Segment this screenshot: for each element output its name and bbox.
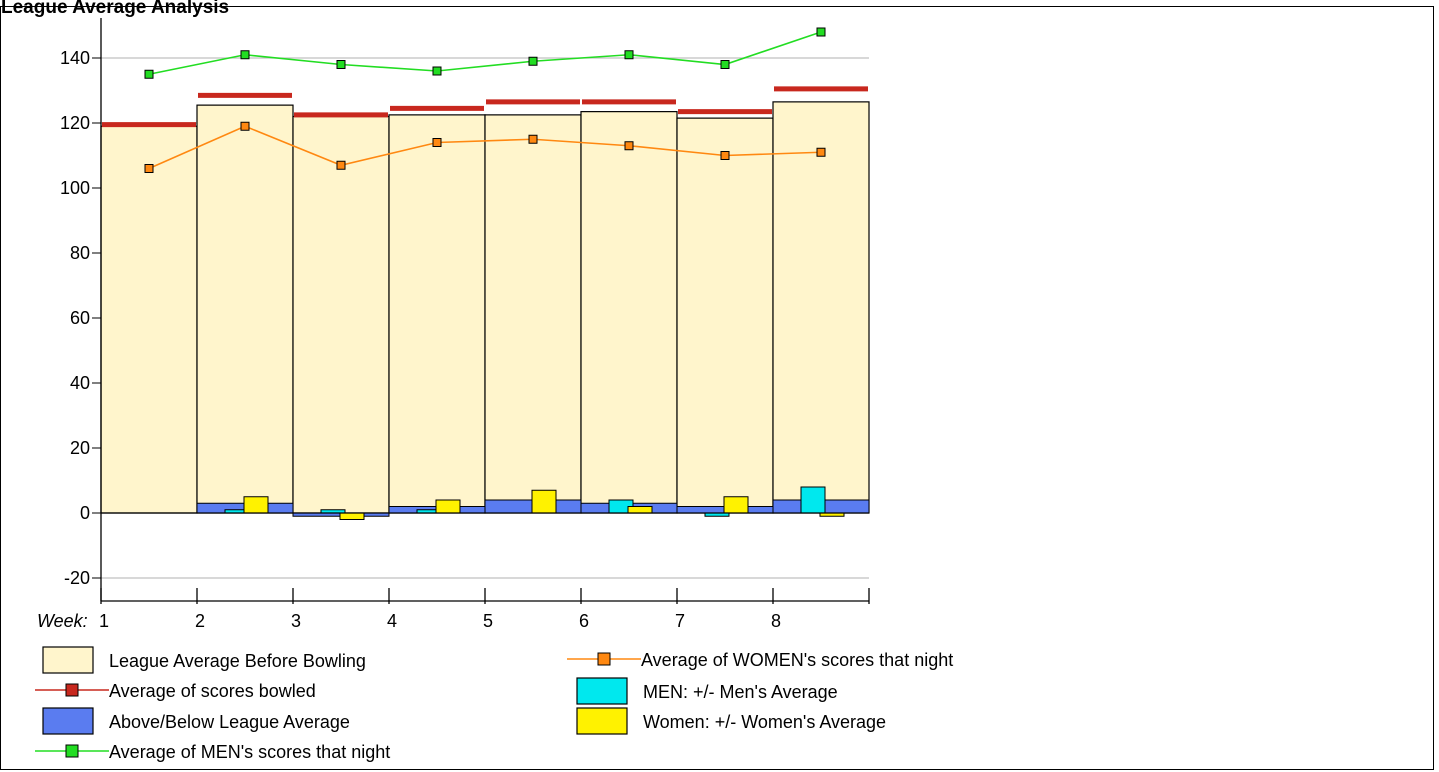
legend-scores-bowled-swatch-marker <box>65 683 79 697</box>
y-tick-label: 0 <box>80 503 90 523</box>
x-axis-prefix-label: Week: <box>37 611 88 631</box>
league-average-bar <box>196 104 294 514</box>
y-tick-label: 140 <box>60 48 90 68</box>
women-delta-bar <box>243 496 269 514</box>
men-average-point <box>720 60 730 69</box>
legend-above-below-swatch <box>42 707 94 735</box>
women-average-point <box>528 134 538 144</box>
y-tick-label: 100 <box>60 178 90 198</box>
x-tick-label: 1 <box>99 611 109 631</box>
women-average-line <box>148 125 822 170</box>
axes-layer: -20 0 20 40 60 80 100 120 140 Week: 1 2 3 4 5 6 7 8 <box>37 18 870 631</box>
legend-women-average-label: Average of WOMEN's scores that night <box>641 650 953 670</box>
women-delta-bar <box>723 496 749 514</box>
legend: League Average Before Bowling Average of … <box>35 646 953 762</box>
women-average-point <box>240 121 250 131</box>
men-average-point <box>624 50 634 60</box>
y-tick-label: 40 <box>70 373 90 393</box>
x-tick-label: 4 <box>387 611 397 631</box>
x-tick-label: 2 <box>195 611 205 631</box>
women-average-point <box>816 147 826 157</box>
legend-men-average-label: Average of MEN's scores that night <box>109 742 390 762</box>
league-average-bar <box>388 114 486 514</box>
league-average-bar <box>484 114 582 514</box>
x-tick-label: 5 <box>483 611 493 631</box>
y-tick-label: 20 <box>70 438 90 458</box>
women-delta-bar <box>627 506 653 514</box>
league-average-bar <box>676 117 774 514</box>
legend-above-below-label: Above/Below League Average <box>109 712 350 732</box>
women-delta-bar <box>435 499 461 514</box>
men-delta-bar <box>800 486 826 514</box>
legend-men-delta-label: MEN: +/- Men's Average <box>643 682 838 702</box>
x-tick-label: 3 <box>291 611 301 631</box>
legend-women-delta-label: Women: +/- Women's Average <box>643 712 886 732</box>
legend-women-average-swatch-marker <box>597 652 611 666</box>
men-average-point <box>144 69 154 79</box>
league-average-bar <box>100 125 198 514</box>
men-average-point <box>816 27 826 37</box>
women-delta-bar <box>531 489 557 514</box>
women-average-point <box>144 164 154 173</box>
x-tick-label: 8 <box>771 611 781 631</box>
league-average-bar <box>772 101 870 514</box>
men-average-point <box>240 50 250 60</box>
legend-league-average-label: League Average Before Bowling <box>109 651 366 671</box>
chart-title: League Average Analysis <box>1 0 230 18</box>
men-average-point <box>528 56 538 66</box>
men-average-point <box>336 60 346 69</box>
men-average-line <box>148 31 822 76</box>
bars-layer <box>100 101 870 520</box>
women-average-point <box>720 151 730 160</box>
legend-men-delta-swatch <box>576 677 628 705</box>
legend-scores-bowled-label: Average of scores bowled <box>109 681 316 701</box>
women-average-point <box>336 160 346 170</box>
y-tick-label: 120 <box>60 113 90 133</box>
league-average-bar <box>292 115 390 514</box>
y-tick-label: 60 <box>70 308 90 328</box>
lines-layer <box>102 27 868 173</box>
women-average-point <box>624 141 634 151</box>
legend-women-delta-swatch <box>576 707 628 735</box>
men-average-point <box>432 66 442 76</box>
legend-men-average-swatch-marker <box>65 744 79 758</box>
y-tick-label: 80 <box>70 243 90 263</box>
x-tick-label: 6 <box>579 611 589 631</box>
x-tick-label: 7 <box>675 611 685 631</box>
legend-league-average-swatch <box>42 646 94 674</box>
league-average-bar <box>580 111 678 514</box>
y-tick-label: -20 <box>64 568 90 588</box>
women-average-point <box>432 138 442 147</box>
women-delta-bar <box>339 512 365 520</box>
